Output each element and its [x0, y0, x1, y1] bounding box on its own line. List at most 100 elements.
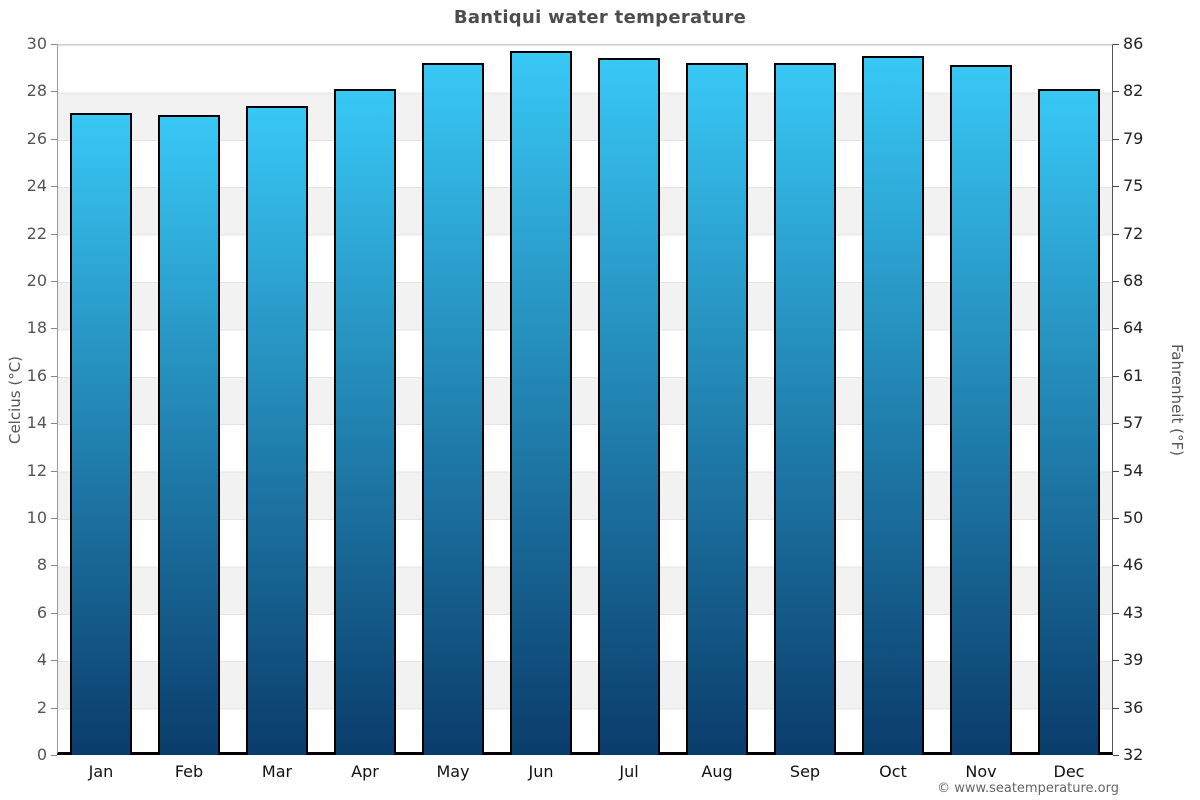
celsius-tick-label: 16	[26, 365, 47, 385]
tick-mark	[1113, 138, 1119, 140]
month-label-jul: Jul	[619, 762, 639, 781]
bar-mar	[246, 105, 308, 755]
x-axis-month-labels: Jan Feb Mar Apr May Jun Jul Aug Sep Oct Nov Dec	[57, 762, 1113, 781]
copyright-text: © www.seatemperature.org	[937, 781, 1119, 796]
month-label-jun: Jun	[528, 762, 554, 781]
fahrenheit-tick-label: 54	[1123, 460, 1144, 480]
bar-slot-jul	[585, 44, 673, 755]
tick-mark	[51, 233, 57, 235]
bar-slot-oct	[849, 44, 937, 755]
tick-mark	[51, 328, 57, 330]
bar-may	[422, 63, 484, 755]
tick-mark	[1113, 233, 1119, 235]
tick-mark	[1113, 281, 1119, 282]
tick-mark	[1113, 707, 1119, 709]
tick-mark	[51, 281, 57, 282]
fahrenheit-tick-label: 50	[1123, 508, 1144, 527]
celsius-tick-label: 22	[26, 223, 47, 243]
tick-mark	[51, 565, 57, 567]
bar-jun	[510, 51, 572, 755]
celsius-tick-label: 14	[26, 413, 47, 433]
fahrenheit-tick-label: 79	[1123, 128, 1144, 148]
y-axis-label-fahrenheit: Fahrenheit (°F)	[1168, 344, 1186, 456]
bar-nov	[950, 65, 1012, 755]
bar-series	[57, 44, 1113, 755]
bar-slot-may	[409, 44, 497, 755]
bar-sep	[774, 63, 836, 755]
bar-dec	[1038, 89, 1100, 755]
tick-mark	[51, 612, 57, 614]
month-label-may: May	[436, 762, 470, 781]
tick-mark	[1113, 186, 1119, 188]
month-label-oct: Oct	[879, 762, 907, 781]
tick-mark	[1113, 612, 1119, 614]
bar-slot-feb	[145, 44, 233, 755]
tick-mark	[51, 138, 57, 140]
tick-mark	[51, 91, 57, 93]
bar-slot-nov	[937, 44, 1025, 755]
tick-mark	[1113, 375, 1119, 377]
fahrenheit-tick-label: 72	[1123, 223, 1144, 243]
bar-slot-jan	[57, 44, 145, 755]
tick-mark	[1113, 44, 1119, 45]
month-label-aug: Aug	[701, 762, 733, 781]
tick-mark	[1113, 423, 1119, 425]
tick-mark	[1113, 470, 1119, 472]
fahrenheit-tick-label: 86	[1123, 34, 1144, 53]
bar-slot-aug	[673, 44, 761, 755]
tick-mark	[51, 423, 57, 425]
fahrenheit-tick-label: 82	[1123, 81, 1144, 101]
bar-jul	[598, 58, 660, 755]
celsius-tick-label: 8	[36, 555, 47, 575]
celsius-tick-label: 2	[36, 697, 47, 717]
month-label-apr: Apr	[351, 762, 379, 781]
tick-mark	[1113, 91, 1119, 93]
fahrenheit-tick-label: 43	[1123, 602, 1144, 622]
tick-mark	[1113, 660, 1119, 662]
bar-oct	[862, 55, 924, 755]
tick-mark	[51, 44, 57, 45]
fahrenheit-tick-label: 36	[1123, 697, 1144, 717]
celsius-tick-label: 12	[26, 460, 47, 480]
tick-mark	[51, 518, 57, 519]
bar-slot-dec	[1025, 44, 1113, 755]
bar-slot-mar	[233, 44, 321, 755]
celsius-tick-label: 28	[26, 81, 47, 101]
month-label-jan: Jan	[88, 762, 114, 781]
celsius-tick-label: 26	[26, 128, 47, 148]
bar-apr	[334, 89, 396, 755]
bar-aug	[686, 63, 748, 755]
celsius-tick-label: 20	[26, 271, 47, 290]
tick-mark	[51, 755, 57, 756]
tick-mark	[1113, 328, 1119, 330]
tick-mark	[1113, 565, 1119, 567]
fahrenheit-tick-label: 39	[1123, 650, 1144, 670]
bar-jan	[70, 112, 132, 755]
bar-slot-sep	[761, 44, 849, 755]
tick-mark	[1113, 518, 1119, 519]
fahrenheit-tick-label: 57	[1123, 413, 1144, 433]
tick-mark	[1113, 755, 1119, 756]
tick-mark	[51, 375, 57, 377]
bar-slot-apr	[321, 44, 409, 755]
month-label-mar: Mar	[261, 762, 293, 781]
month-label-dec: Dec	[1053, 762, 1085, 781]
fahrenheit-tick-label: 64	[1123, 318, 1144, 338]
chart-title: Bantiqui water temperature	[453, 7, 747, 28]
bar-feb	[158, 115, 220, 755]
celsius-tick-label: 30	[26, 34, 47, 53]
tick-mark	[51, 707, 57, 709]
month-label-sep: Sep	[789, 762, 821, 781]
fahrenheit-tick-label: 32	[1123, 745, 1144, 764]
month-label-feb: Feb	[174, 762, 204, 781]
fahrenheit-tick-label: 61	[1123, 365, 1144, 385]
celsius-tick-label: 10	[26, 508, 47, 527]
celsius-tick-label: 0	[36, 745, 47, 764]
month-label-nov: Nov	[965, 762, 997, 781]
tick-mark	[51, 470, 57, 472]
tick-mark	[51, 186, 57, 188]
fahrenheit-tick-label: 46	[1123, 555, 1144, 575]
bar-slot-jun	[497, 44, 585, 755]
celsius-tick-label: 6	[36, 602, 47, 622]
